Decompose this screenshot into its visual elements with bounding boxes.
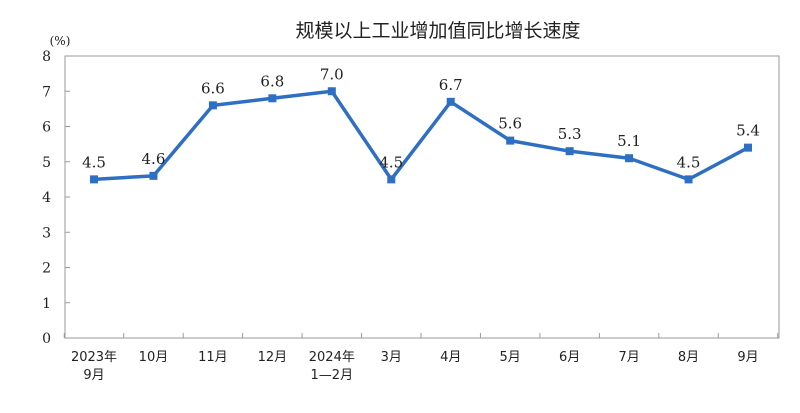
- data-point-marker: [90, 175, 98, 184]
- y-axis-unit-label: (%): [50, 34, 71, 48]
- x-tick-label: 2024年: [309, 350, 355, 365]
- data-point-marker: [149, 171, 158, 180]
- data-label: 7.0: [320, 65, 344, 83]
- data-label: 4.5: [379, 153, 403, 171]
- y-axis: 0 1 2 3 4 5 6 7 8: [42, 49, 70, 347]
- y-tick-label: 4: [42, 190, 51, 206]
- x-tick-label: 9月: [737, 350, 758, 365]
- data-markers: [90, 87, 752, 184]
- data-label: 5.3: [558, 125, 582, 143]
- data-point-marker: [684, 175, 693, 184]
- data-point-marker: [506, 136, 515, 145]
- data-label: 4.6: [142, 150, 166, 168]
- x-tick-label: 9月: [83, 368, 104, 383]
- y-tick-label: 2: [42, 261, 51, 277]
- y-tick-label: 5: [42, 155, 51, 171]
- y-tick-label: 6: [42, 120, 51, 136]
- x-tick-label: 8月: [678, 350, 699, 365]
- data-label: 4.5: [677, 153, 701, 171]
- data-point-marker: [744, 143, 752, 152]
- x-tick-label: 3月: [381, 350, 402, 365]
- data-point-marker: [387, 175, 396, 184]
- x-tick-label: 4月: [440, 350, 461, 365]
- y-tick-label: 3: [42, 225, 51, 241]
- x-tick-label: 11月: [198, 350, 228, 365]
- data-label: 5.4: [736, 122, 760, 140]
- x-tick-label: 12月: [258, 350, 288, 365]
- x-tick-label: 10月: [139, 350, 169, 365]
- data-point-marker: [625, 154, 634, 163]
- data-label: 6.8: [260, 72, 284, 90]
- plot-frame: [64, 55, 780, 339]
- data-point-marker: [327, 87, 336, 96]
- x-tick-label: 1—2月: [311, 368, 354, 383]
- data-label: 4.5: [82, 153, 106, 171]
- data-label: 5.6: [498, 115, 522, 133]
- series-line: [93, 89, 749, 182]
- x-tick-label: 2023年: [71, 350, 117, 365]
- data-label: 5.1: [617, 132, 641, 150]
- y-tick-label: 8: [42, 49, 51, 65]
- chart-title: 规模以上工业增加值同比增长速度: [295, 20, 580, 42]
- data-point-marker: [208, 101, 217, 110]
- data-point-marker: [268, 94, 277, 103]
- y-tick-label: 7: [42, 84, 51, 100]
- x-tick-label: 7月: [618, 350, 639, 365]
- x-tick-label: 5月: [500, 350, 521, 365]
- data-label: 6.7: [439, 76, 463, 94]
- data-point-marker: [565, 147, 574, 156]
- y-tick-label: 1: [42, 296, 51, 312]
- x-axis: 2023年 9月 10月 11月 12月 2024年 1—2月 3月 4月 5月 6月 7月 8月 9月: [63, 333, 779, 383]
- data-labels: 4.5 4.6 6.6 6.8 7.0 4.5 6.7 5.6 5.3 5.1 4.5 5.4: [82, 65, 760, 171]
- x-tick-label: 6月: [559, 350, 580, 365]
- data-label: 6.6: [201, 79, 225, 97]
- data-point-marker: [446, 97, 455, 106]
- y-tick-label: 0: [42, 331, 51, 347]
